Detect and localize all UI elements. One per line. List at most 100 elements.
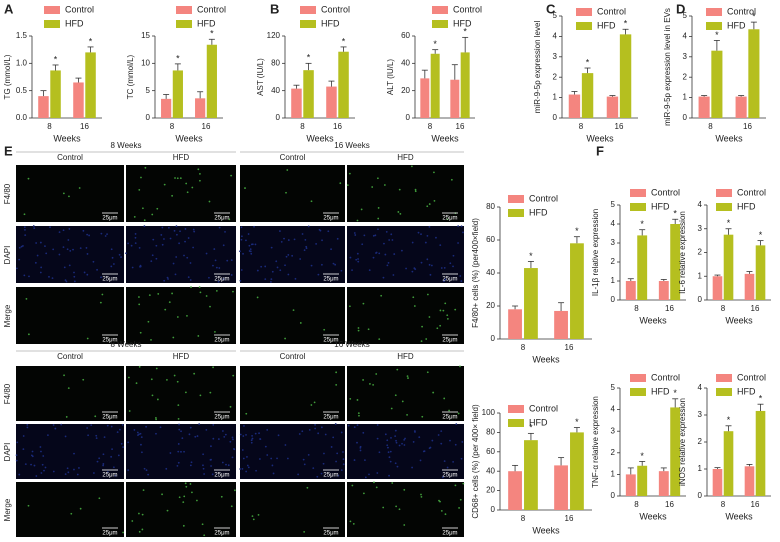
nucleus xyxy=(389,450,392,453)
bar xyxy=(85,52,96,118)
nucleus xyxy=(174,273,177,276)
nucleus xyxy=(187,276,190,279)
y-tick-label: 3 xyxy=(698,410,703,419)
nucleus xyxy=(110,455,113,458)
stain-dot xyxy=(164,308,167,311)
nucleus xyxy=(62,229,65,232)
nucleus xyxy=(411,466,414,469)
stain-dot xyxy=(128,376,130,379)
legend-label: HFD xyxy=(453,18,472,28)
stain-dot xyxy=(244,187,246,189)
stain-dot xyxy=(182,501,185,504)
nucleus xyxy=(258,458,261,460)
error-bar xyxy=(660,467,667,472)
scale-label: 25μm xyxy=(214,338,229,344)
nucleus xyxy=(100,232,103,235)
x-tick-label: 8 xyxy=(634,304,639,313)
stain-dot xyxy=(313,401,316,404)
stain-dot xyxy=(439,500,441,503)
error-bar xyxy=(451,64,458,80)
nucleus xyxy=(351,269,353,271)
error-bar xyxy=(660,279,667,281)
nucleus xyxy=(202,464,204,467)
x-tick-label: 8 xyxy=(579,122,584,131)
stain-dot xyxy=(197,335,200,337)
scale-label: 25μm xyxy=(323,338,338,344)
nucleus xyxy=(347,424,350,427)
nucleus xyxy=(73,468,75,471)
stain-dot xyxy=(375,373,378,375)
nucleus xyxy=(40,450,42,453)
nucleus xyxy=(283,237,285,240)
legend-label: Control xyxy=(651,187,680,197)
nucleus xyxy=(63,266,66,269)
stain-dot xyxy=(184,482,187,485)
nucleus xyxy=(455,423,458,426)
nucleus xyxy=(102,463,105,465)
y-tick-label: 0 xyxy=(698,295,703,304)
error-bar xyxy=(672,218,679,224)
x-tick-label: 16 xyxy=(751,500,760,509)
stain-dot xyxy=(172,336,175,339)
y-axis-label: CD68+ cells (%) (per 400× field) xyxy=(471,404,480,519)
nucleus xyxy=(118,253,121,256)
nucleus xyxy=(368,473,370,476)
stain-dot xyxy=(189,483,192,485)
nucleus xyxy=(54,427,57,430)
stain-dot xyxy=(148,294,151,297)
nucleus xyxy=(391,239,394,241)
nucleus xyxy=(35,242,38,244)
nucleus xyxy=(96,268,98,271)
stain-dot xyxy=(176,177,179,180)
nucleus xyxy=(301,233,304,235)
nucleus xyxy=(384,433,387,436)
nucleus xyxy=(183,450,185,453)
stain-dot xyxy=(251,515,254,518)
nucleus xyxy=(327,230,330,233)
nucleus xyxy=(335,460,337,463)
x-tick-label: 8 xyxy=(708,122,713,131)
nucleus xyxy=(86,427,89,429)
nucleus xyxy=(68,228,71,230)
stain-dot xyxy=(230,174,233,177)
legend-swatch xyxy=(508,209,524,217)
stain-dot xyxy=(27,177,30,180)
nucleus xyxy=(41,463,44,466)
stain-dot xyxy=(209,305,211,308)
y-tick-label: 40 xyxy=(486,268,495,277)
nucleus xyxy=(386,264,389,267)
stain-dot xyxy=(252,518,255,521)
x-axis-label: Weeks xyxy=(532,354,560,364)
y-tick-label: 60 xyxy=(401,31,410,40)
stain-dot xyxy=(376,177,379,180)
stain-dot xyxy=(128,410,131,412)
nucleus xyxy=(213,248,216,250)
nucleus xyxy=(176,233,178,236)
error-bar xyxy=(713,40,720,51)
y-tick-label: 80 xyxy=(486,428,495,437)
nucleus xyxy=(266,454,269,456)
micrograph xyxy=(16,287,124,344)
stain-dot xyxy=(367,328,370,331)
nucleus xyxy=(390,233,393,236)
nucleus xyxy=(16,267,18,270)
nucleus xyxy=(44,245,46,248)
y-tick-label: 2 xyxy=(611,257,616,266)
nucleus xyxy=(340,431,343,434)
nucleus xyxy=(127,441,130,444)
stain-dot xyxy=(141,513,144,516)
stain-dot xyxy=(70,512,73,515)
stain-dot xyxy=(191,186,194,189)
scale-label: 25μm xyxy=(214,216,229,222)
nucleus xyxy=(279,230,281,232)
nucleus xyxy=(449,439,451,442)
nucleus xyxy=(264,445,267,448)
nucleus xyxy=(336,452,339,455)
nucleus xyxy=(264,278,267,281)
nucleus xyxy=(239,468,242,470)
nucleus xyxy=(307,454,310,456)
y-tick-label: 60 xyxy=(486,235,495,244)
stain-dot xyxy=(166,509,169,512)
nucleus xyxy=(460,225,463,228)
nucleus xyxy=(280,240,283,243)
